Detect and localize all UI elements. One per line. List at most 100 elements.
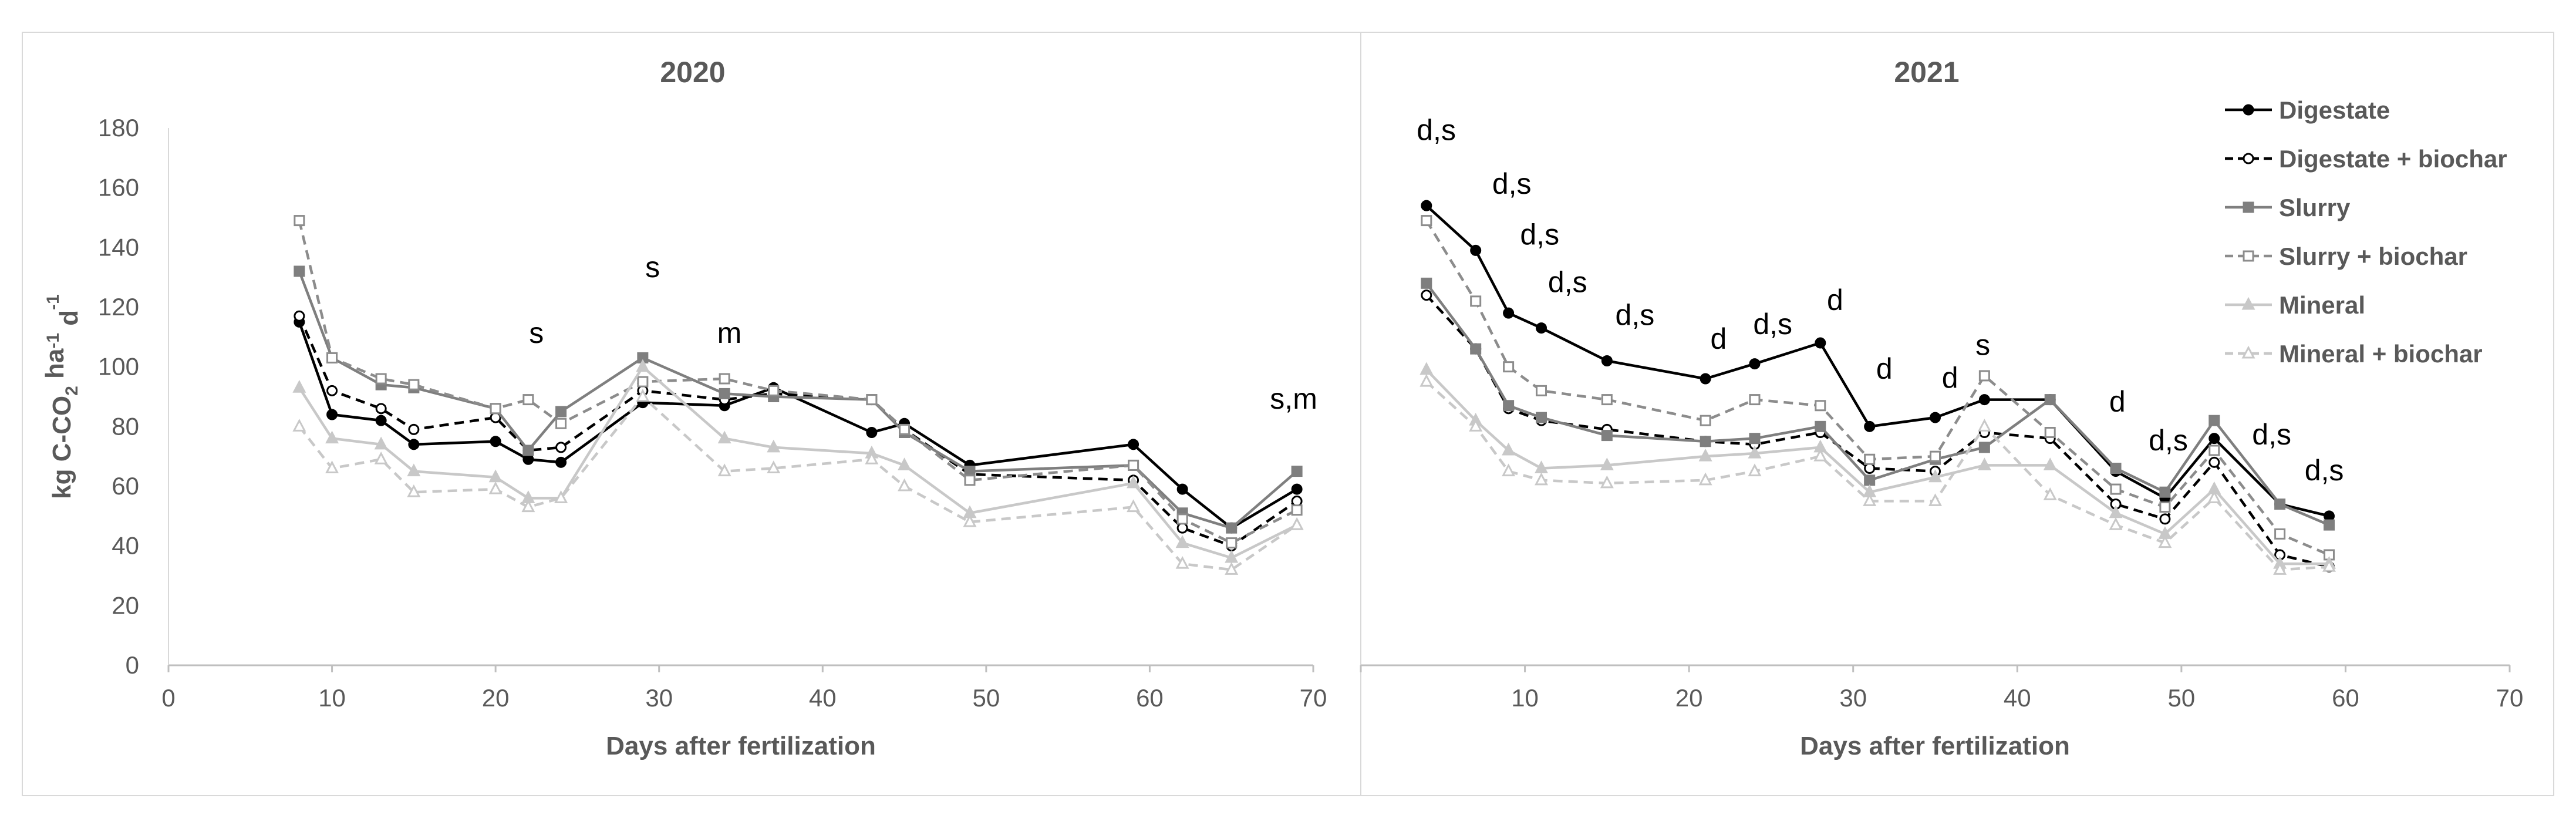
data-point <box>964 466 976 477</box>
series-mineral-biochar <box>292 389 1304 575</box>
data-point <box>1469 419 1483 432</box>
x-tick-label: 0 <box>161 684 175 712</box>
significance-annotation: s,m <box>1270 382 1317 415</box>
significance-annotation: d <box>1942 361 1958 394</box>
significance-annotation: m <box>717 316 742 349</box>
series-slurry <box>1421 277 2335 531</box>
y-tick-label: 20 <box>112 591 139 619</box>
data-point <box>1698 448 1712 462</box>
series-line <box>1425 294 2330 568</box>
data-point <box>408 379 420 390</box>
data-point <box>326 385 338 396</box>
series-slurry-biochar <box>294 215 1303 549</box>
x-axis-label: Days after fertilization <box>1800 732 2070 760</box>
significance-annotation: s <box>645 251 660 284</box>
data-point <box>555 417 567 429</box>
legend-item: Digestate <box>2225 96 2390 124</box>
x-tick-label: 30 <box>645 684 673 712</box>
data-point <box>1536 412 1547 423</box>
data-point <box>2159 501 2171 513</box>
data-point <box>1864 474 1876 486</box>
x-tick-label: 70 <box>2496 684 2524 712</box>
data-point <box>2323 510 2335 522</box>
data-point <box>1928 469 1942 483</box>
data-point <box>2158 535 2172 548</box>
significance-annotation: d,s <box>2252 418 2291 451</box>
data-point <box>1470 295 1482 307</box>
significance-annotation: d,s <box>1417 113 1456 146</box>
x-tick-label: 40 <box>809 684 837 712</box>
significance-annotation: s <box>529 316 544 349</box>
legend-label: Slurry + biochar <box>2279 243 2467 270</box>
data-point <box>1600 475 1614 489</box>
data-point <box>1700 436 1711 447</box>
legend-swatch-marker <box>2241 345 2255 359</box>
series-digestate-biochar <box>294 310 1303 552</box>
data-point <box>1290 517 1304 530</box>
data-point <box>1978 394 1990 406</box>
y-axis-label-part: 2 <box>62 386 82 396</box>
significance-annotation: d,s <box>2149 424 2188 457</box>
y-tick-label: 140 <box>98 233 139 261</box>
data-point <box>1421 215 1432 227</box>
data-point <box>1749 433 1761 445</box>
legend-swatch-marker <box>2243 250 2254 262</box>
data-point <box>2207 490 2221 503</box>
data-point <box>294 215 305 227</box>
data-point <box>767 460 781 473</box>
data-point <box>1128 459 1139 471</box>
significance-annotation: d <box>1711 322 1727 355</box>
data-point <box>1864 420 1876 432</box>
data-point <box>1813 448 1828 462</box>
data-point <box>2043 487 2057 500</box>
data-point <box>1601 355 1613 366</box>
data-point <box>325 430 339 444</box>
data-point <box>375 415 387 426</box>
x-tick-label: 30 <box>1839 684 1867 712</box>
data-point <box>899 423 911 435</box>
series-line <box>1425 369 2329 565</box>
data-point <box>555 406 567 417</box>
data-point <box>865 452 879 464</box>
data-point <box>1601 394 1613 406</box>
panel-2020: 2020 0 10 20 30 40 50 60 70 0 20 40 60 80 100 120 140 160… <box>41 56 1327 760</box>
x-axis-label: Days after fertilization <box>606 732 876 760</box>
data-point <box>1502 463 1516 477</box>
data-point <box>2209 415 2220 426</box>
y-tick-label: 40 <box>112 532 139 560</box>
data-point <box>1815 337 1826 349</box>
data-point <box>1864 463 1876 474</box>
significance-annotation: d,s <box>1492 167 1532 200</box>
data-point <box>1127 499 1141 513</box>
data-point <box>294 310 305 322</box>
data-point <box>1470 343 1482 355</box>
significance-annotation: d,s <box>1616 299 1655 332</box>
legend-label: Slurry <box>2279 194 2351 221</box>
data-point <box>294 265 305 277</box>
data-point <box>1291 483 1303 495</box>
data-point <box>2209 456 2220 468</box>
data-point <box>719 388 730 399</box>
data-point <box>1978 442 1990 453</box>
series-mineral-biochar <box>1420 373 2336 575</box>
data-point <box>1502 442 1516 456</box>
data-point <box>717 463 731 477</box>
y-axis-label-part: -1 <box>43 333 63 349</box>
data-point <box>325 460 339 473</box>
data-point <box>2274 499 2286 510</box>
chart-title: 2020 <box>660 56 725 89</box>
data-point <box>1420 362 1434 375</box>
data-point <box>1291 495 1303 507</box>
data-point <box>1930 412 1941 423</box>
significance-annotation: d <box>1876 352 1893 385</box>
data-point <box>1601 430 1613 442</box>
significance-annotation: d <box>2109 385 2126 418</box>
significance-annotation: d,s <box>1520 218 1559 251</box>
data-point <box>521 499 535 513</box>
legend-swatch-marker <box>2243 104 2254 116</box>
data-point <box>1225 562 1239 575</box>
data-point <box>1503 400 1515 412</box>
data-point <box>1127 475 1141 489</box>
data-point <box>636 359 650 372</box>
data-point <box>408 439 420 450</box>
